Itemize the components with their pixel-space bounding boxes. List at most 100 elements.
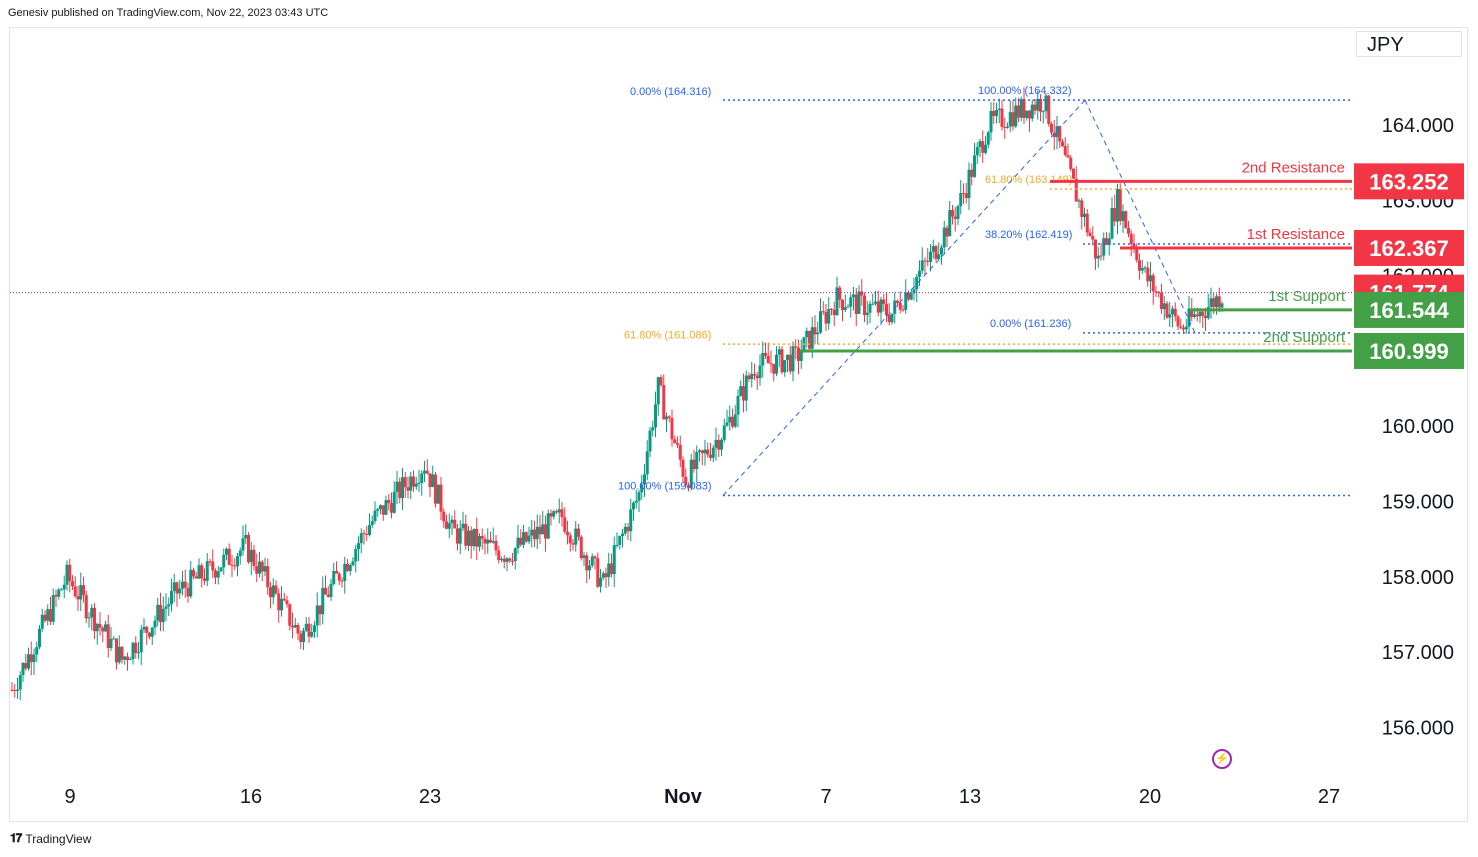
candle-body [324, 587, 327, 595]
candle-body [351, 561, 355, 566]
candle-body [467, 530, 470, 546]
candle-body [929, 251, 932, 262]
candle-body [923, 260, 927, 262]
candle-body [21, 663, 25, 676]
candle-body [1017, 105, 1020, 118]
candle-body [544, 524, 547, 539]
candle-body [337, 573, 341, 581]
candle-body [604, 573, 608, 578]
candle-body [434, 474, 437, 504]
y-tick-label: 159.000 [1382, 492, 1454, 514]
candle-body [269, 587, 272, 598]
candle-body [640, 484, 644, 493]
candle-body [530, 529, 534, 536]
candle-body [458, 528, 462, 544]
candle-body [494, 540, 498, 551]
candle-body [684, 476, 688, 486]
level-price-box [1354, 163, 1464, 200]
candle-body [18, 675, 22, 690]
candle-body [703, 449, 707, 454]
candle-body [885, 304, 888, 316]
candle-body [161, 608, 165, 623]
candle-body [315, 605, 319, 626]
candle-body [912, 289, 916, 294]
candle-body [139, 629, 143, 653]
candle-body [296, 624, 300, 634]
candle-body [513, 548, 517, 562]
candle-body [975, 147, 979, 156]
candle-body [1006, 126, 1009, 128]
candle-body [758, 365, 762, 379]
candle-body [145, 626, 149, 633]
candle-body [739, 386, 743, 396]
candle-body [1085, 213, 1089, 233]
candle-body [788, 354, 792, 372]
candle-body [555, 511, 558, 513]
candle-body [258, 561, 261, 574]
candle-body [747, 375, 751, 380]
candle-body [717, 439, 721, 450]
x-tick-label: 27 [1318, 786, 1340, 808]
candle-body [926, 261, 930, 263]
candle-body [1107, 238, 1111, 245]
candle-body [819, 311, 822, 333]
candle-body [1124, 211, 1128, 228]
candle-body [106, 624, 110, 649]
candle-body [288, 604, 292, 626]
candle-body [533, 529, 536, 540]
candle-body [291, 625, 294, 628]
candle-body [142, 626, 146, 630]
candle-body [280, 598, 283, 611]
x-tick-label: 13 [959, 786, 981, 808]
candle-body [1198, 311, 1202, 317]
candle-body [186, 587, 190, 597]
candle-body [549, 513, 553, 517]
candle-body [373, 510, 377, 522]
candle-body [1165, 303, 1169, 318]
candle-body [582, 555, 586, 559]
candle-body [871, 303, 875, 305]
candle-body [700, 450, 704, 454]
candle-body [1209, 298, 1213, 308]
candle-body [1011, 112, 1015, 127]
candle-body [244, 534, 248, 539]
candle-body [780, 349, 784, 373]
candle-body [920, 260, 924, 271]
candle-body [522, 532, 525, 545]
x-tick-label: Nov [664, 786, 703, 808]
candle-body [1179, 326, 1183, 328]
candle-body [868, 303, 872, 313]
candle-body [255, 566, 259, 574]
candle-body [863, 295, 866, 316]
candle-body [637, 492, 641, 501]
candle-body [1157, 292, 1161, 294]
candle-body [1187, 308, 1191, 327]
candle-body [722, 425, 726, 440]
candle-body [332, 570, 336, 584]
candle-body [860, 291, 864, 296]
candle-body [1212, 298, 1216, 308]
currency-label[interactable]: JPY [1356, 31, 1462, 57]
candle-body [662, 385, 666, 420]
candle-body [398, 481, 402, 499]
candle-body [131, 642, 135, 660]
candle-body [1077, 200, 1081, 202]
candle-body [621, 533, 624, 536]
candle-body [505, 558, 509, 562]
candle-body [1083, 213, 1086, 217]
candle-body [164, 606, 168, 609]
candle-body [181, 581, 184, 589]
lightning-icon[interactable]: ⚡ [1212, 749, 1232, 769]
candle-body [918, 270, 921, 277]
candle-body [887, 315, 891, 323]
fib-trend-line [1084, 99, 1196, 334]
candle-body [153, 620, 157, 628]
candle-body [610, 563, 613, 575]
candle-body [808, 330, 811, 349]
candle-body [835, 287, 839, 316]
candle-body [214, 570, 217, 578]
candle-body [197, 565, 201, 579]
candle-body [252, 549, 256, 567]
candle-body [1058, 126, 1062, 142]
